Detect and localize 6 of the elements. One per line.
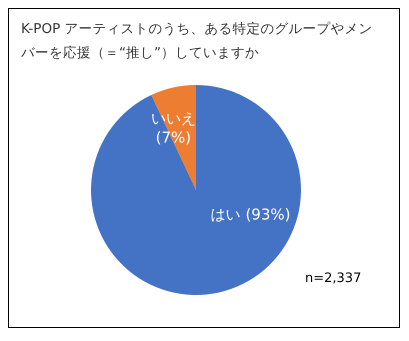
chart-title: K-POP アーティストのうち、ある特定のグループやメンバーを応援（＝“推し”）していますか [21, 20, 374, 63]
slice-label: はい [210, 205, 241, 224]
text: n=2,337 [305, 271, 362, 286]
pie-slice [151, 85, 196, 190]
pie-slice [91, 85, 301, 295]
data-label: (93%) [245, 205, 291, 224]
